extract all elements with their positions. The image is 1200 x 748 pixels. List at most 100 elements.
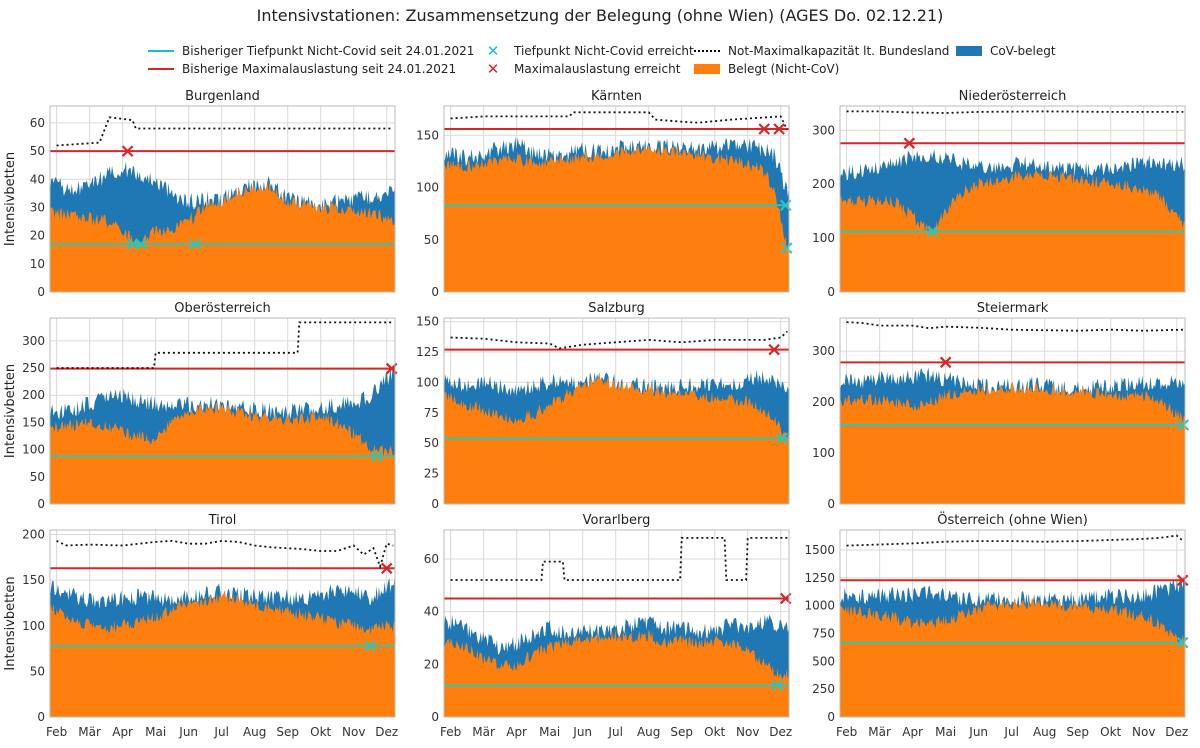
y-tick-label: 125	[416, 345, 439, 359]
min-reached-marker	[189, 238, 202, 250]
x-tick-label: Sep	[276, 725, 299, 739]
y-tick-label: 50	[30, 144, 45, 158]
x-tick-label: Jul	[213, 725, 228, 739]
noncov-area-series	[50, 402, 395, 504]
min-reached-marker	[135, 238, 147, 250]
x-tick-label: Dez	[1165, 725, 1188, 739]
panel-5: Salzburg 0 25 50 75 100 125 150	[416, 301, 790, 511]
x-tick-label: Sep	[670, 725, 693, 739]
panel-title: Kärnten	[591, 89, 642, 104]
y-tick-label: 0	[431, 497, 439, 511]
legend-item: CoV-belegt	[956, 44, 1056, 58]
x-tick-label: Nov	[1132, 725, 1155, 739]
legend-line-swatch	[148, 50, 174, 52]
min-reached-marker	[926, 225, 939, 238]
min-reached-marker-stroke	[926, 225, 939, 238]
capacity-line	[846, 534, 1184, 547]
min-reached-marker-stroke	[780, 242, 793, 254]
panel-frame	[443, 105, 790, 293]
capacity-line	[450, 111, 789, 131]
x-tick-label: Nov	[736, 725, 759, 739]
legend: Bisheriger Tiefpunkt Nicht-Covid seit 24…	[0, 40, 1200, 80]
max-reached-marker-stroke	[758, 123, 771, 135]
panel-title: Niederösterreich	[959, 89, 1067, 104]
panel-frame	[839, 317, 1186, 505]
y-tick-label: 200	[812, 395, 835, 409]
x-tick-label: Apr	[506, 725, 527, 739]
y-tick-label: 75	[424, 406, 439, 420]
panel-1: Burgenland 0 10 20 30 40 50 60 Intensivbetten	[3, 89, 396, 299]
x-tick-label: Sep	[1066, 725, 1089, 739]
y-tick-label: 25	[424, 467, 439, 481]
y-tick-label: 0	[37, 710, 45, 724]
y-tick-label: 150	[416, 128, 439, 142]
panel-frame	[443, 317, 790, 505]
min-reached-marker-stroke	[189, 238, 202, 250]
panel-9: Österreich (ohne Wien) 0 250 500 750 1000 1250…	[804, 511, 1189, 739]
min-reached-marker-stroke	[364, 640, 377, 652]
max-reached-marker-stroke	[121, 145, 134, 157]
min-reached-marker	[371, 450, 383, 462]
y-axis-label: Intensivbetten	[3, 576, 18, 670]
legend-box-swatch	[694, 64, 720, 74]
x-tick-label: Mär	[472, 725, 495, 739]
y-tick-label: 1500	[804, 543, 835, 557]
y-tick-label: 0	[431, 285, 439, 299]
capacity-line	[846, 321, 1184, 332]
panel-8: Vorarlberg 0 20 40 60 Feb Mär Apr Mai Jun Jul Aug Se…	[424, 513, 792, 739]
x-tick-label: Aug	[1033, 725, 1056, 739]
legend-item: Bisherige Maximalauslastung seit 24.01.2…	[148, 62, 456, 76]
capacity-line	[846, 110, 1184, 114]
x-tick-label: Jul	[1003, 725, 1018, 739]
panel-title: Burgenland	[185, 89, 260, 104]
x-tick-label: Mai	[539, 725, 560, 739]
noncov-area-series	[50, 591, 395, 717]
y-tick-label: 250	[22, 361, 45, 375]
y-tick-label: 300	[812, 344, 835, 358]
x-tick-label: Feb	[46, 725, 67, 739]
panel-frame	[839, 529, 1186, 718]
y-tick-label: 150	[22, 573, 45, 587]
max-reached-marker	[939, 356, 952, 369]
legend-item: ✕ Tiefpunkt Nicht-Covid erreicht	[480, 42, 694, 60]
y-tick-label: 0	[37, 497, 45, 511]
panel-7: Tirol 0 50 100 150 200 Feb Mär Apr Mai Jun Jul Aug Se…	[3, 513, 398, 739]
min-reached-marker-stroke	[771, 679, 784, 692]
max-reached-marker-stroke	[380, 562, 393, 575]
y-tick-label: 100	[22, 443, 45, 457]
noncov-area-series	[50, 181, 395, 292]
y-tick-label: 200	[812, 177, 835, 191]
x-tick-label: Dez	[375, 725, 398, 739]
y-tick-label: 100	[416, 375, 439, 389]
x-tick-label: Jun	[572, 725, 592, 739]
y-tick-label: 10	[30, 257, 45, 271]
min-reached-marker-stroke	[135, 238, 147, 250]
x-tick-label: Feb	[836, 725, 857, 739]
max-reached-marker	[758, 123, 771, 135]
legend-item: Not-Maximalkapazität lt. Bundesland	[694, 44, 949, 58]
legend-label: Maximalauslastung erreicht	[514, 62, 681, 76]
legend-item: Bisheriger Tiefpunkt Nicht-Covid seit 24…	[148, 44, 474, 58]
legend-label: CoV-belegt	[990, 44, 1056, 58]
x-tick-label: Mai	[935, 725, 956, 739]
y-tick-label: 40	[30, 172, 45, 186]
legend-x-icon: ✕	[486, 60, 500, 78]
y-tick-label: 0	[827, 497, 835, 511]
y-tick-label: 1000	[804, 599, 835, 613]
capacity-line	[450, 537, 788, 581]
y-tick-label: 50	[424, 233, 439, 247]
legend-x-icon: ✕	[486, 42, 500, 60]
y-tick-label: 20	[30, 229, 45, 243]
legend-label: Tiefpunkt Nicht-Covid erreicht	[514, 44, 694, 58]
legend-label: Bisherige Maximalauslastung seit 24.01.2…	[182, 62, 457, 76]
y-tick-label: 0	[827, 285, 835, 299]
legend-dotted-swatch	[694, 50, 720, 52]
y-axis-label: Intensivbetten	[3, 152, 18, 246]
legend-item: Belegt (Nicht-CoV)	[694, 62, 839, 76]
y-tick-label: 50	[424, 436, 439, 450]
legend-line-swatch	[148, 68, 174, 70]
max-reached-marker-stroke	[903, 137, 916, 149]
y-tick-label: 200	[22, 528, 45, 542]
capacity-line	[56, 116, 394, 147]
